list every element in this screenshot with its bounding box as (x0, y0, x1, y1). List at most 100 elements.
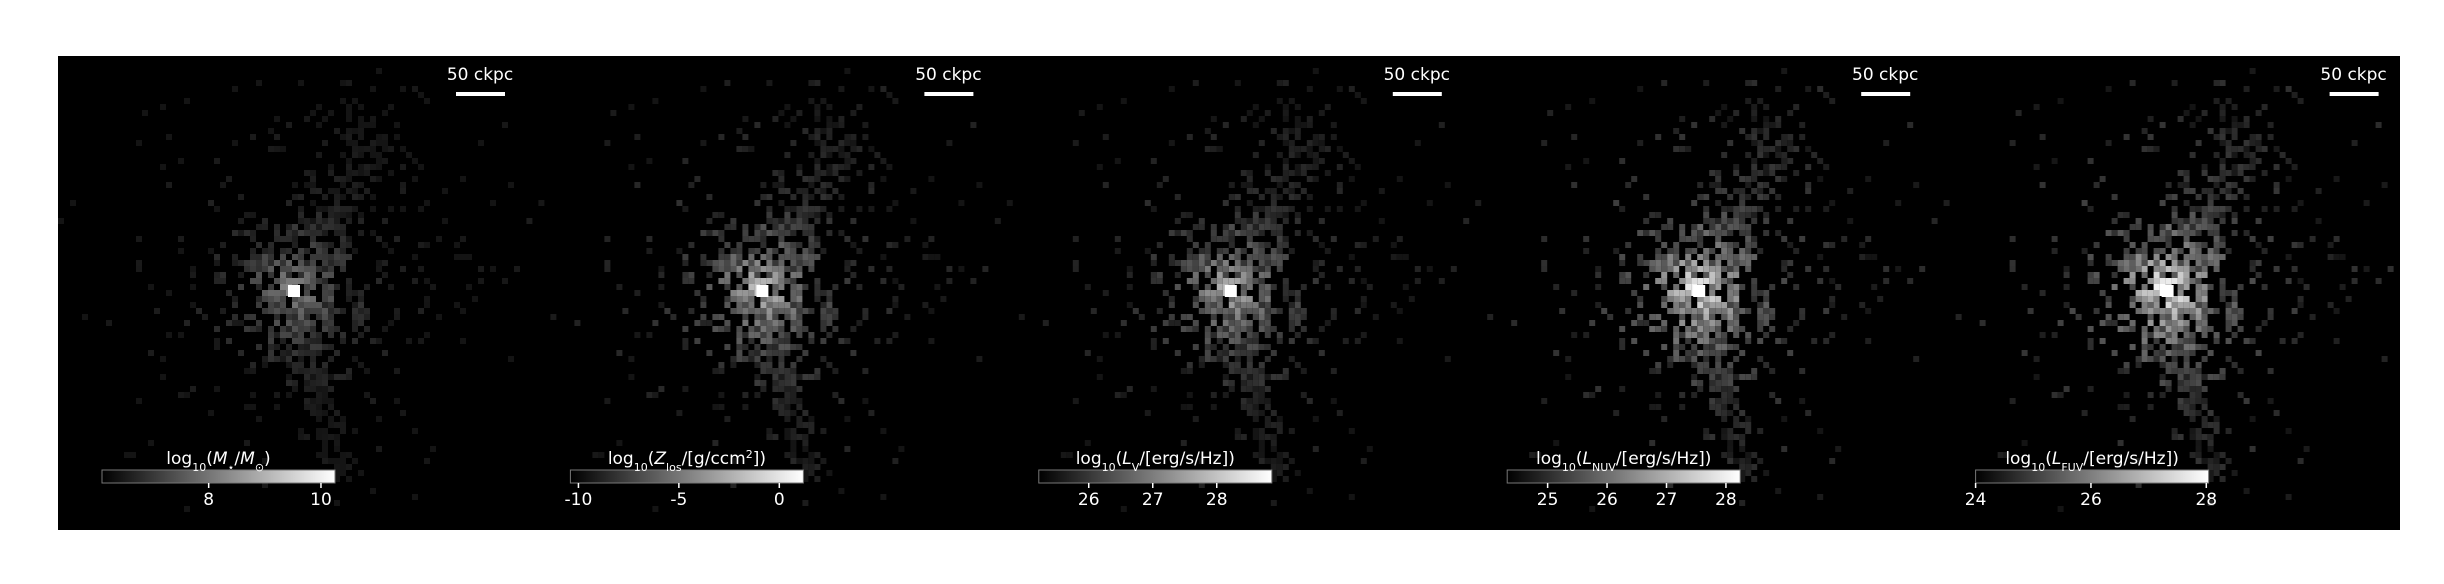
pixel (1775, 176, 1782, 182)
pixel (748, 236, 755, 242)
pixel (1823, 206, 1830, 212)
pixel (352, 320, 358, 326)
pixel (1240, 308, 1247, 314)
pixel (1817, 176, 1824, 182)
pixel (814, 110, 821, 116)
pixel (1685, 338, 1692, 344)
pixel (1805, 188, 1812, 194)
pixel (1120, 98, 1127, 104)
pixel (1360, 332, 1367, 338)
pixel (190, 266, 196, 272)
pixel (280, 236, 286, 242)
pixel (742, 230, 749, 236)
pixel (1174, 272, 1181, 278)
pixel (232, 296, 238, 302)
pixel (742, 296, 749, 302)
pixel (1228, 320, 1235, 326)
pixel (1751, 368, 1758, 374)
pixel (1294, 164, 1301, 170)
pixel (364, 392, 370, 398)
pixel (346, 140, 352, 146)
pixel (2147, 236, 2154, 242)
pixel (1264, 290, 1271, 296)
pixel (2207, 374, 2214, 380)
pixel (214, 344, 220, 350)
pixel (784, 434, 791, 440)
pixel (1240, 116, 1247, 122)
pixel (322, 446, 328, 452)
pixel (328, 308, 334, 314)
pixel (724, 416, 731, 422)
pixel (358, 104, 364, 110)
pixel (286, 308, 292, 314)
pixel (2327, 302, 2334, 308)
pixel (148, 350, 154, 356)
pixel (1715, 362, 1722, 368)
pixel (2123, 278, 2130, 284)
pixel (808, 308, 815, 314)
pixel (316, 302, 322, 308)
pixel (928, 308, 935, 314)
pixel (2213, 458, 2220, 464)
pixel (718, 368, 725, 374)
pixel (892, 98, 899, 104)
pixel (802, 128, 809, 134)
pixel (2189, 380, 2196, 386)
pixel (1372, 236, 1379, 242)
pixel (2297, 296, 2304, 302)
pixel (1691, 392, 1698, 398)
pixel (1252, 332, 1259, 338)
pixel (340, 248, 346, 254)
pixel (322, 320, 328, 326)
pixel (1294, 122, 1301, 128)
pixel (298, 278, 304, 284)
pixel (1697, 332, 1704, 338)
pixel (1649, 368, 1656, 374)
pixel (1234, 272, 1241, 278)
pixel (796, 302, 803, 308)
pixel (1745, 338, 1752, 344)
pixel (790, 458, 797, 464)
pixel (298, 230, 304, 236)
pixel (2177, 314, 2184, 320)
pixel (322, 398, 328, 404)
pixel (1751, 164, 1758, 170)
pixel (754, 278, 761, 284)
pixel (310, 254, 316, 260)
pixel (1583, 158, 1590, 164)
pixel (1228, 368, 1235, 374)
pixel (2159, 356, 2166, 362)
pixel (808, 194, 815, 200)
pixel (1312, 278, 1319, 284)
pixel (1222, 308, 1229, 314)
pixel (1258, 386, 1265, 392)
pixel (256, 302, 262, 308)
pixel (1739, 248, 1746, 254)
pixel (1318, 260, 1325, 266)
pixel (1270, 446, 1277, 452)
pixel (1751, 374, 1758, 380)
pixel (1733, 290, 1740, 296)
pixel (796, 296, 803, 302)
pixel (1655, 266, 1662, 272)
pixel (1354, 164, 1361, 170)
pixel (796, 356, 803, 362)
pixel (136, 398, 142, 404)
pixel (2207, 260, 2214, 266)
pixel (310, 350, 316, 356)
pixel (346, 464, 352, 470)
pixel (700, 140, 707, 146)
pixel (1751, 236, 1758, 242)
pixel (274, 404, 280, 410)
colorbar-tick-label: 27 (1656, 490, 1678, 510)
pixel (1354, 206, 1361, 212)
pixel (1276, 428, 1283, 434)
pixel (1336, 410, 1343, 416)
pixel (2213, 308, 2220, 314)
pixel (1234, 266, 1241, 272)
pixel (1306, 230, 1313, 236)
pixel (1276, 374, 1283, 380)
pixel (772, 224, 779, 230)
pixel (298, 332, 304, 338)
pixel (2201, 242, 2208, 248)
